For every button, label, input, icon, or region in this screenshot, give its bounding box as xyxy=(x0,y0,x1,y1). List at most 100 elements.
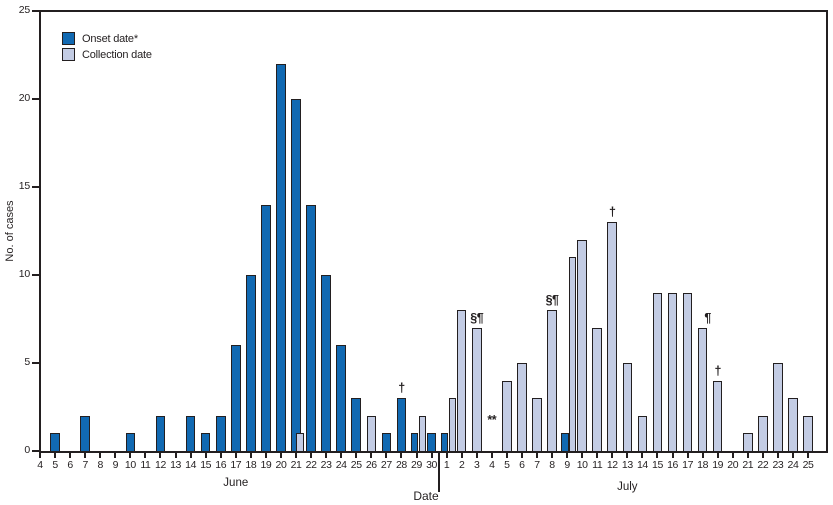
bar-june-7-onset xyxy=(80,415,90,452)
x-tick-mark xyxy=(505,451,508,458)
bar-july-17-collection xyxy=(682,292,693,452)
bar-june-19-onset xyxy=(261,204,271,452)
x-tick-mark xyxy=(69,451,72,458)
x-tick-label: 6 xyxy=(67,459,73,471)
x-tick-label: 4 xyxy=(37,459,43,471)
legend-item-onset: Onset date* xyxy=(62,32,152,45)
x-tick-label: 15 xyxy=(652,459,663,471)
x-tick-label: 30 xyxy=(426,459,437,471)
bar-july-9-onset xyxy=(561,433,569,452)
x-tick-mark xyxy=(310,451,313,458)
x-tick-label: 5 xyxy=(52,459,58,471)
x-tick-mark xyxy=(746,451,749,458)
y-tick-mark xyxy=(32,10,40,12)
y-tick-mark xyxy=(32,274,40,276)
x-tick-label: 21 xyxy=(290,459,302,471)
x-tick-mark xyxy=(279,451,282,458)
x-tick-label: 23 xyxy=(772,459,784,471)
x-tick-label: 24 xyxy=(787,459,799,471)
x-tick-label: 16 xyxy=(215,459,227,471)
x-tick-label: 23 xyxy=(320,459,332,471)
annotation-july-19: † xyxy=(714,363,721,378)
collection-swatch xyxy=(62,48,75,61)
bar-july-22-collection xyxy=(758,415,768,452)
bar-june-12-onset xyxy=(155,415,166,452)
bar-june-10-onset xyxy=(125,433,136,452)
bar-june-29-collection xyxy=(418,415,426,452)
legend-label-onset: Onset date* xyxy=(82,32,138,45)
x-tick-mark xyxy=(460,451,463,458)
y-tick-label: 15 xyxy=(18,180,30,192)
x-tick-label: 25 xyxy=(350,459,362,471)
bar-july-10-collection xyxy=(577,239,587,452)
bar-june-29-onset xyxy=(410,433,418,452)
x-tick-mark xyxy=(39,451,41,458)
x-tick-label: 24 xyxy=(335,459,347,471)
annotation-july-3: §¶ xyxy=(470,310,484,325)
x-tick-label: 17 xyxy=(682,459,694,471)
bar-july-23-collection xyxy=(773,363,783,452)
annotation-july-8: §¶ xyxy=(545,293,559,308)
x-tick-label: 21 xyxy=(742,459,754,471)
bar-june-20-onset xyxy=(276,63,286,452)
bar-june-26-collection xyxy=(366,415,377,452)
x-tick-label: 14 xyxy=(185,459,197,471)
bar-july-16-collection xyxy=(667,292,678,452)
x-tick-mark xyxy=(807,451,810,458)
x-tick-mark xyxy=(385,451,388,458)
bar-june-24-onset xyxy=(336,345,346,452)
x-tick-label: 3 xyxy=(474,459,480,471)
y-tick-mark xyxy=(32,98,40,100)
x-tick-label: 11 xyxy=(592,459,603,471)
x-tick-mark xyxy=(475,451,478,458)
annotation-july-4: ** xyxy=(487,412,497,427)
y-tick-label: 0 xyxy=(24,444,30,456)
month-label-june: June xyxy=(223,477,249,489)
x-tick-label: 12 xyxy=(606,459,618,471)
x-tick-label: 6 xyxy=(519,459,525,471)
bar-june-27-onset xyxy=(381,433,392,452)
x-tick-mark xyxy=(566,451,569,458)
bar-july-13-collection xyxy=(622,363,633,452)
annotation-july-12: † xyxy=(609,205,616,220)
month-separator-line xyxy=(438,451,441,492)
x-tick-mark xyxy=(716,451,719,458)
x-tick-label: 8 xyxy=(97,459,104,471)
bar-june-15-onset xyxy=(200,433,211,452)
bar-july-11-collection xyxy=(592,327,602,452)
x-tick-mark xyxy=(581,451,584,458)
x-tick-mark xyxy=(445,451,448,458)
x-tick-label: 22 xyxy=(757,459,769,471)
plot-frame xyxy=(39,10,828,453)
x-tick-mark xyxy=(656,451,659,458)
bar-june-22-onset xyxy=(306,204,316,452)
legend: Onset date* Collection date xyxy=(62,32,152,64)
bar-july-25-collection xyxy=(803,415,813,452)
x-tick-mark xyxy=(430,451,433,458)
annotation-june-28: † xyxy=(398,381,405,396)
x-tick-label: 18 xyxy=(245,459,257,471)
x-tick-mark xyxy=(295,451,298,458)
bar-june-18-onset xyxy=(246,275,256,452)
x-tick-mark xyxy=(129,451,132,458)
x-tick-mark xyxy=(144,451,147,458)
x-tick-mark xyxy=(174,451,177,458)
legend-label-collection: Collection date xyxy=(82,48,152,61)
x-tick-mark xyxy=(249,451,252,458)
x-tick-mark xyxy=(264,451,267,458)
x-tick-label: 4 xyxy=(489,459,495,471)
x-tick-mark xyxy=(355,451,358,458)
bar-july-6-collection xyxy=(517,363,527,452)
x-tick-label: 13 xyxy=(170,459,181,471)
x-tick-mark xyxy=(189,451,192,458)
x-tick-mark xyxy=(792,451,794,458)
x-tick-mark xyxy=(535,451,538,458)
x-tick-mark xyxy=(54,451,57,458)
x-tick-mark xyxy=(370,451,373,458)
bar-july-1-collection xyxy=(448,398,456,452)
bar-june-14-onset xyxy=(185,415,196,452)
x-tick-label: 16 xyxy=(667,459,678,471)
x-tick-mark xyxy=(776,451,779,458)
y-tick-mark xyxy=(32,186,40,188)
bar-july-15-collection xyxy=(652,292,663,452)
